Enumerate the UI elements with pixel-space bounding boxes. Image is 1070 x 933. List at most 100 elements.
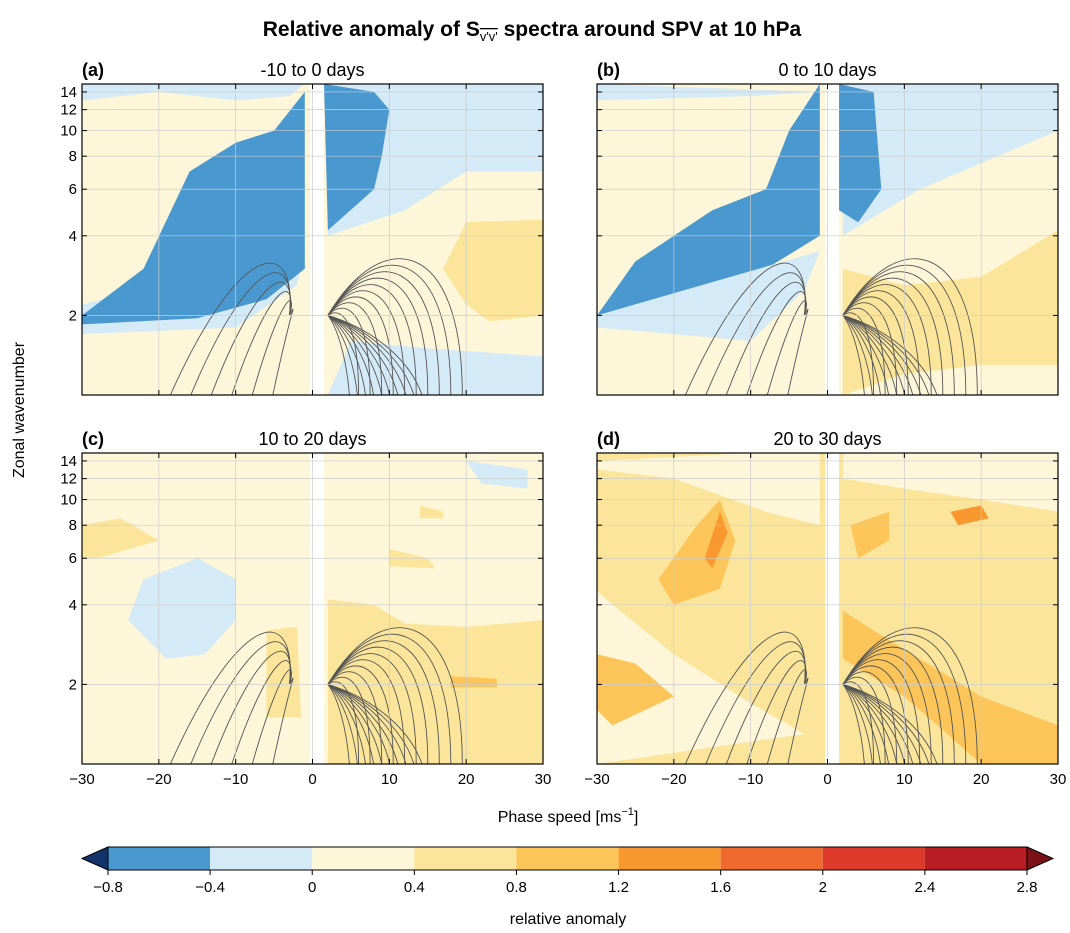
zero-gap — [825, 453, 840, 764]
contour-line — [327, 258, 463, 395]
y-tick-label: 14 — [60, 84, 77, 101]
anomaly-region — [327, 599, 543, 764]
contour-line — [842, 302, 898, 395]
anomaly-region — [842, 610, 1058, 764]
contour-line — [327, 315, 375, 395]
anomaly-region — [597, 84, 820, 322]
colorbar-segment — [618, 847, 721, 870]
contour-line — [842, 633, 967, 764]
contour-line — [842, 676, 886, 764]
colorbar-tick-label: 1.2 — [608, 879, 629, 896]
contour-line — [766, 300, 807, 395]
panel-d: −30 −20 −10 0 10 20 30 (d) 20 to 30 days — [584, 429, 1066, 788]
contour-line — [842, 683, 922, 764]
colorbar-tick-label: 1.6 — [710, 879, 731, 896]
title-overline: v'v' — [480, 29, 498, 44]
x-axis-label-sup: −1 — [621, 806, 634, 818]
contour-line — [327, 683, 407, 764]
y-tick-label: 10 — [60, 492, 77, 509]
colorbar-tick-label: −0.8 — [93, 879, 123, 896]
contour-line — [842, 315, 890, 395]
x-tick-label: 30 — [535, 771, 552, 788]
x-tick-label: 10 — [381, 771, 398, 788]
y-tick-label: 4 — [69, 597, 77, 614]
contour-line — [327, 627, 463, 764]
anomaly-region — [420, 505, 444, 519]
y-tick-label: 8 — [69, 148, 77, 165]
colorbar-tick-label: 2.8 — [1017, 879, 1038, 896]
contour-line — [684, 631, 806, 764]
contour-line — [327, 646, 429, 764]
zero-gap — [825, 84, 840, 395]
ticks: −30 −20 −10 0 10 20 30 — [584, 453, 1066, 788]
contour-line — [842, 683, 938, 764]
y-axis-label: Zonal wavenumber — [11, 341, 28, 478]
contour-line — [842, 277, 944, 395]
climatology-contours — [684, 258, 978, 395]
anomaly-region — [839, 84, 882, 223]
x-axis-label: Phase speed [ms−1] — [498, 806, 639, 826]
x-tick-label: 0 — [823, 771, 831, 788]
y-tick-label: 8 — [69, 517, 77, 534]
contour-line — [842, 659, 921, 764]
contour-line — [327, 683, 415, 764]
contour-line — [327, 314, 415, 395]
contour-line — [842, 271, 955, 395]
panel-letter: (c) — [82, 429, 104, 449]
contour-line — [327, 264, 452, 395]
colorbar-segment — [924, 847, 1027, 870]
contour-line — [842, 684, 898, 764]
y-tick-label: 2 — [69, 307, 77, 324]
contour-line — [842, 315, 865, 395]
contour-line — [327, 653, 417, 764]
x-tick-label: −20 — [661, 771, 686, 788]
anomaly-region — [842, 84, 1058, 236]
anomaly-region — [443, 219, 543, 322]
title-suffix: spectra around SPV at 10 hPa — [498, 18, 802, 41]
anomaly-region — [597, 251, 820, 341]
contour-line — [327, 296, 394, 395]
contour-line — [327, 315, 350, 395]
anomaly-region — [324, 84, 390, 231]
panel-title: 10 to 20 days — [258, 429, 366, 449]
panel-title: 0 to 10 days — [778, 60, 876, 80]
contour-line — [842, 314, 922, 395]
anomaly-region — [597, 453, 820, 526]
panel-b: (b) 0 to 10 days — [596, 60, 1059, 396]
panel-title: -10 to 0 days — [260, 60, 364, 80]
zero-gap — [310, 453, 325, 764]
contour-line — [842, 684, 890, 764]
anomaly-region — [466, 460, 528, 489]
contour-line — [842, 284, 932, 395]
colorbar-frame — [107, 846, 1028, 871]
contour-line — [251, 669, 292, 764]
anomaly-region — [850, 511, 889, 559]
climatology-contours — [169, 258, 463, 395]
panel-letter: (a) — [82, 60, 104, 80]
y-tick-label: 10 — [60, 123, 77, 140]
contour-line — [169, 262, 291, 395]
contour-line — [327, 302, 383, 395]
anomaly-region — [82, 91, 305, 325]
contour-line — [327, 315, 383, 395]
contour-line — [842, 264, 967, 395]
contour-line — [327, 314, 423, 395]
title-prefix: Relative anomaly of S — [263, 18, 480, 41]
contour-line — [842, 314, 914, 395]
contour-line — [251, 300, 292, 395]
x-tick-label: 10 — [896, 771, 913, 788]
contour-line — [842, 684, 873, 764]
contour-line — [327, 684, 383, 764]
grid — [596, 84, 1059, 395]
panel-title: 20 to 30 days — [773, 429, 881, 449]
x-axis-label-end: ] — [634, 809, 638, 826]
contour-line — [842, 683, 906, 764]
contour-line — [842, 684, 865, 764]
contour-line — [327, 314, 399, 395]
climatology-contours — [684, 627, 978, 764]
colorbar-under-arrow — [80, 846, 109, 871]
anomaly-region — [842, 453, 1058, 512]
colorbar-segment — [822, 847, 925, 870]
contour-line — [327, 307, 371, 395]
